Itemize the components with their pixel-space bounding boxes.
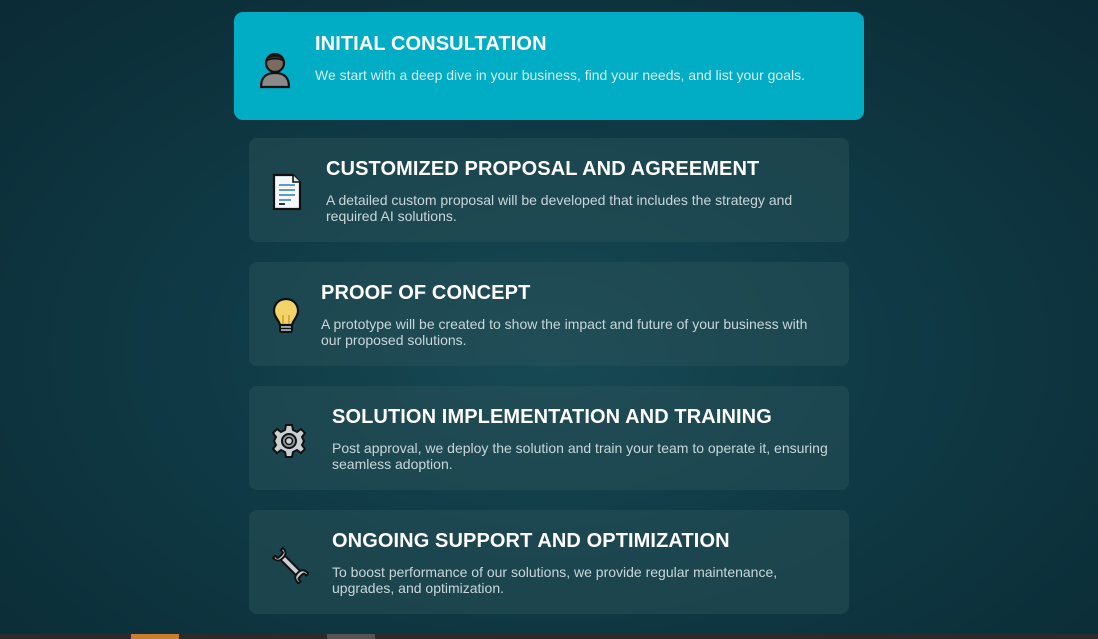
document-icon [267, 172, 307, 212]
step-card-customized-proposal[interactable]: CUSTOMIZED PROPOSAL AND AGREEMENT A deta… [249, 138, 849, 242]
step-card-ongoing-support[interactable]: ONGOING SUPPORT AND OPTIMIZATION To boos… [249, 510, 849, 614]
bottom-strip-segment [327, 634, 375, 639]
person-icon [255, 49, 295, 89]
wrench-icon [270, 545, 310, 585]
step-description: We start with a deep dive in your busine… [315, 67, 806, 83]
step-description: To boost performance of our solutions, w… [332, 564, 778, 596]
bottom-strip-accent [131, 634, 179, 639]
step-title: SOLUTION IMPLEMENTATION AND TRAINING [332, 406, 772, 428]
lightbulb-icon [266, 296, 306, 336]
gear-icon [269, 421, 309, 461]
step-title: CUSTOMIZED PROPOSAL AND AGREEMENT [326, 158, 760, 180]
step-title: INITIAL CONSULTATION [315, 33, 547, 55]
step-card-proof-of-concept[interactable]: PROOF OF CONCEPT A prototype will be cre… [249, 262, 849, 366]
step-description: A detailed custom proposal will be devel… [326, 192, 793, 224]
step-description: Post approval, we deploy the solution an… [332, 440, 828, 472]
step-card-initial-consultation[interactable]: INITIAL CONSULTATION We start with a dee… [234, 12, 864, 120]
bottom-strip [0, 634, 1098, 639]
step-description: A prototype will be created to show the … [321, 316, 808, 348]
step-title: PROOF OF CONCEPT [321, 282, 531, 304]
step-card-solution-implementation[interactable]: SOLUTION IMPLEMENTATION AND TRAINING Pos… [249, 386, 849, 490]
step-title: ONGOING SUPPORT AND OPTIMIZATION [332, 530, 730, 552]
